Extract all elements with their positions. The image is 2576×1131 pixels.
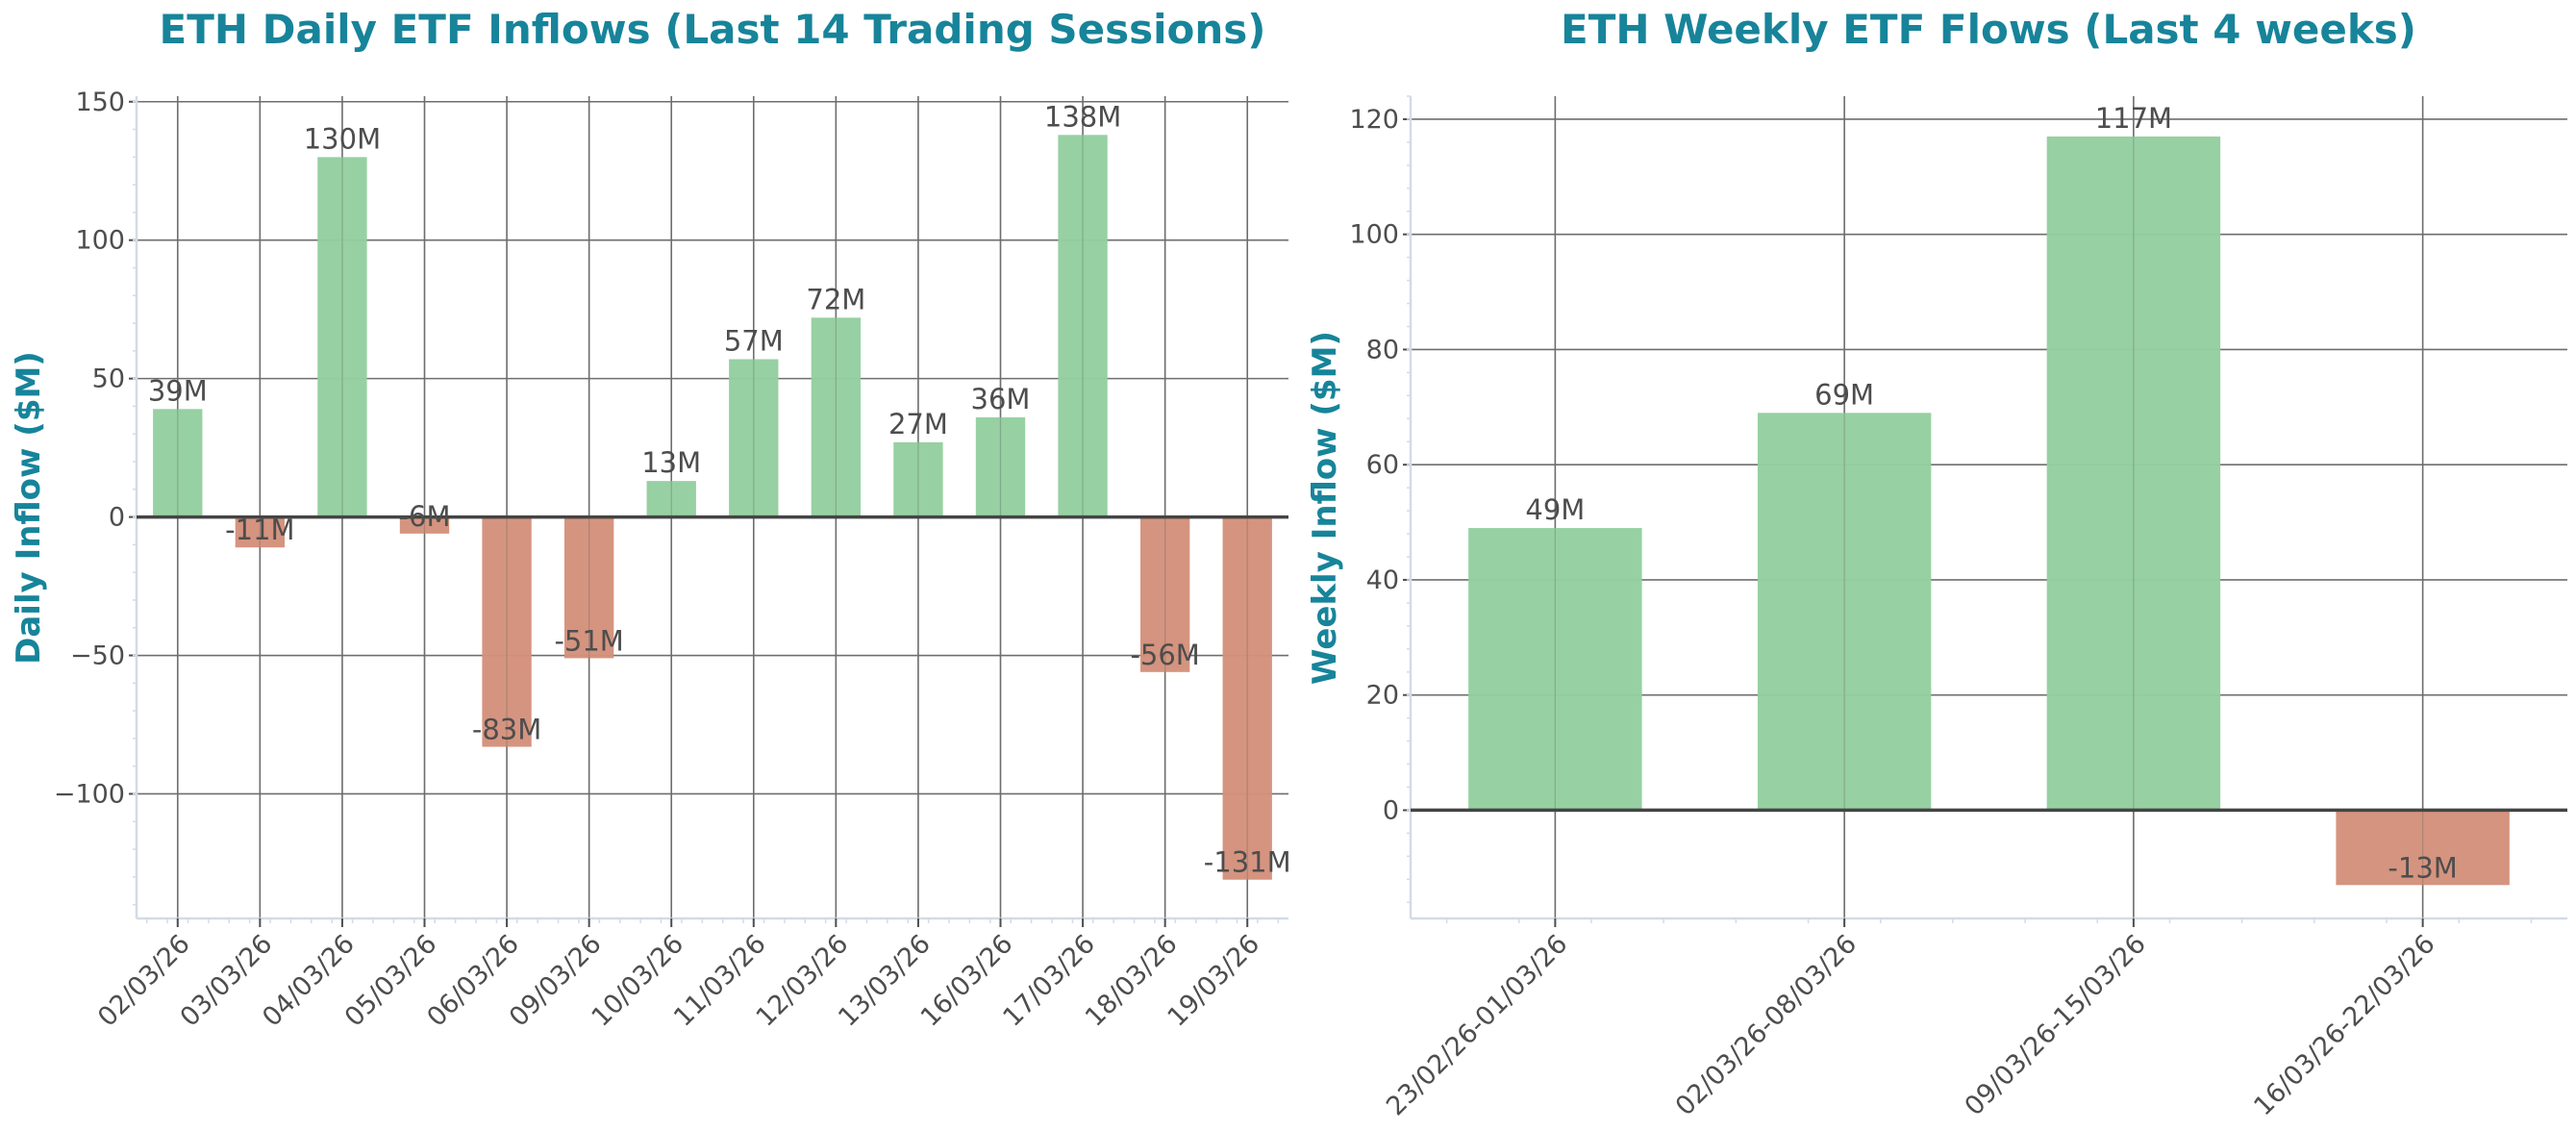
y-tick-label: 150 (75, 88, 125, 117)
bar-inflow (729, 359, 779, 517)
y-tick-label: 100 (75, 226, 125, 256)
bar-value-label: 27M (888, 408, 948, 440)
bar-inflow (153, 409, 203, 517)
y-tick-label: 60 (1366, 450, 1399, 480)
bar-value-label: -11M (225, 514, 294, 546)
bar-outflow (1139, 516, 1190, 672)
bar-value-label: 49M (1525, 493, 1585, 526)
bar-outflow (399, 516, 450, 534)
bar-value-label: 69M (1814, 378, 1874, 411)
x-tick-label: 16/03/26-22/03/26 (2248, 929, 2440, 1121)
bar-value-label: 39M (148, 374, 208, 407)
bar-inflow (1468, 528, 1642, 811)
bar-value-label: 13M (641, 446, 701, 479)
bar-inflow (2046, 136, 2221, 811)
bar-outflow (2336, 810, 2510, 886)
x-tick-label: 09/03/26-15/03/26 (1960, 929, 2152, 1121)
weekly-flows-plot: 0 20 40 60 80 100 120 23/02/26-01/03/26 02/03/26… (1349, 95, 2567, 1121)
y-tick-label: 0 (1383, 795, 1399, 825)
bar-value-label: -131M (1204, 846, 1291, 879)
bar-outflow (563, 516, 614, 659)
weekly-chart-title: ETH Weekly ETF Flows (Last 4 weeks) (1561, 6, 2416, 53)
bar-value-label: -13M (2388, 851, 2457, 884)
bar-inflow (1058, 135, 1108, 517)
bar-value-label: 57M (724, 324, 784, 357)
daily-inflows-plot: −100−5005010015002/03/2603/03/2604/03/26… (54, 88, 1291, 1033)
x-tick-label: 23/02/26-01/03/26 (1381, 929, 1573, 1121)
bar-value-label: -56M (1130, 639, 1199, 671)
y-tick-label: 0 (109, 503, 125, 533)
daily-chart-title: ETH Daily ETF Inflows (Last 14 Trading S… (159, 6, 1266, 53)
bar-value-label: 72M (806, 283, 865, 315)
y-tick-label: 100 (1349, 220, 1399, 250)
bar-outflow (482, 516, 532, 747)
bar-inflow (646, 481, 696, 517)
bar-inflow (975, 416, 1026, 517)
y-tick-label: −100 (54, 779, 125, 809)
bar-inflow (893, 441, 943, 517)
bar-value-label: -6M (399, 500, 451, 533)
bar-value-label: 130M (304, 122, 381, 155)
bar-value-label: 138M (1044, 100, 1121, 133)
bar-inflow (811, 317, 862, 517)
bar-inflow (317, 157, 367, 517)
y-tick-label: 120 (1349, 105, 1399, 135)
bar-value-label: 117M (2095, 102, 2172, 135)
bar-outflow (1222, 516, 1272, 880)
bar-outflow (235, 516, 286, 548)
bar-value-label: -51M (554, 624, 623, 657)
y-tick-label: −50 (70, 641, 125, 671)
x-tick-label: 02/03/26-08/03/26 (1670, 929, 1863, 1121)
bar-value-label: -83M (472, 714, 541, 746)
y-tick-label: 80 (1366, 335, 1399, 364)
y-tick-label: 40 (1366, 566, 1399, 595)
y-tick-label: 20 (1366, 681, 1399, 711)
y-tick-label: 50 (92, 364, 125, 394)
bar-value-label: 36M (971, 383, 1031, 415)
bar-inflow (1757, 413, 1932, 811)
